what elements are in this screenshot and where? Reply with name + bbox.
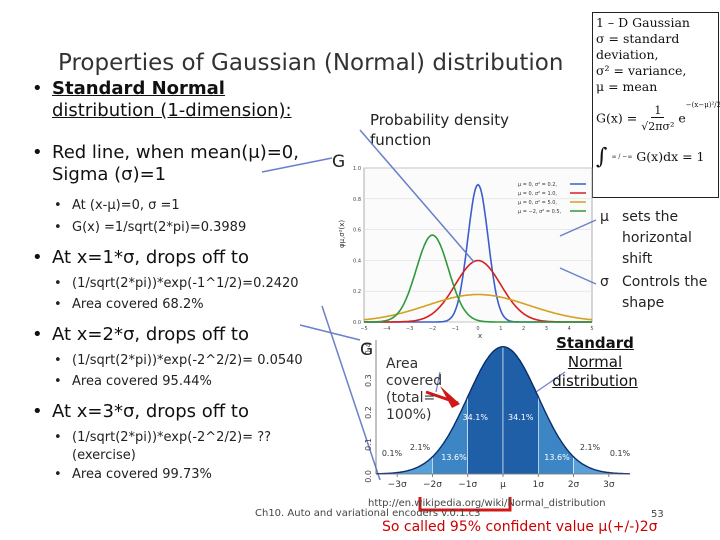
standard-normal-title: Standard Normal distribution bbox=[552, 334, 638, 390]
chart-x-tick-label: 1 bbox=[499, 326, 502, 332]
bullet-3-sigma: • At x=3*σ, drops off to bbox=[32, 401, 249, 422]
area-covered-label: Area covered (total= 100%) bbox=[386, 356, 443, 423]
formula-heading: 1 – D Gaussian bbox=[596, 15, 690, 30]
standard-normal-chart: 0.4 0.3 0.2 0.1 0.0 −3σ −2σ −1σ μ 1σ 2σ 3σ 34.1% 3… bbox=[364, 340, 631, 490]
bullet-red-line-text2: Sigma (σ)=1 bbox=[52, 164, 167, 185]
pct-0-1-left: 0.1% bbox=[382, 449, 403, 458]
bullet-red-line-text1: Red line, when mean(μ)=0, bbox=[52, 142, 299, 163]
sigma-symbol: σ bbox=[600, 274, 609, 290]
pct-2-right: 2.1% bbox=[580, 443, 601, 452]
std-x-tick-label: −2σ bbox=[423, 480, 442, 490]
course-footer: Ch10. Auto and variational encoders v.0.… bbox=[255, 508, 481, 519]
bullet-2-sigma: • At x=2*σ, drops off to bbox=[32, 324, 249, 345]
chart-y-axis-label: φμ,σ²(x) bbox=[338, 220, 346, 248]
std-band bbox=[467, 346, 504, 475]
chart-y-tick-label: 0.6 bbox=[353, 228, 361, 234]
chart-y-tick-label: 0.8 bbox=[353, 197, 361, 203]
chart-y-ticks: 1.00.80.60.40.20.0 bbox=[353, 166, 361, 326]
chart-legend-label: μ = 0, σ² = 5.0, bbox=[518, 200, 557, 206]
chart-x-tick-label: 2 bbox=[522, 326, 525, 332]
std-y-tick-label: 0.3 bbox=[364, 374, 373, 387]
g-label-bottom: G bbox=[360, 340, 374, 360]
std-x-tick-label: −1σ bbox=[458, 480, 477, 490]
chart-x-tick-label: −1 bbox=[452, 326, 459, 332]
bullet-dot: • bbox=[32, 78, 43, 99]
chart-legend: μ = 0, σ² = 0.2, μ = 0, σ² = 1.0, μ = 0, σ… bbox=[518, 182, 586, 215]
chart-x-tick-label: 5 bbox=[590, 326, 593, 332]
chart-series-line bbox=[364, 234, 592, 323]
sub-bullet-mean-zero: • At (x-μ)=0, σ =1 bbox=[54, 198, 180, 213]
sub-bullet-2-sigma-value: • (1/sqrt(2*pi))*exp(-2^2/2)= 0.0540 bbox=[54, 353, 303, 368]
pct-13-left: 13.6% bbox=[441, 453, 467, 462]
std-curve-line bbox=[376, 345, 630, 475]
sub-bullet-3-sigma-value: • (1/sqrt(2*pi))*exp(-2^2/2)= ?? (exercis… bbox=[54, 430, 271, 463]
chart-x-tick-label: 0 bbox=[476, 326, 479, 332]
pct-34-left: 34.1% bbox=[463, 413, 489, 422]
chart-y-tick-label: 0.2 bbox=[353, 289, 361, 295]
std-band bbox=[502, 346, 539, 475]
chart-series-line bbox=[363, 293, 593, 321]
sub-bullet-1-sigma-area: • Area covered 68.2% bbox=[54, 297, 204, 312]
confidence-note: So called 95% confident value μ(+/-)2σ bbox=[382, 519, 658, 535]
std-y-tick-label: 0.1 bbox=[364, 438, 373, 451]
std-x-tick-label: 3σ bbox=[603, 480, 615, 490]
slide-title: Properties of Gaussian (Normal) distribu… bbox=[58, 50, 564, 76]
chart-legend-label: μ = 0, σ² = 1.0, bbox=[518, 191, 557, 197]
bullet-1-sigma: • At x=1*σ, drops off to bbox=[32, 247, 249, 268]
chart-x-ticks: −5 −4 −3 −2 −1 0 1 2 3 4 5 bbox=[360, 326, 593, 332]
chart-legend-label: μ = −2, σ² = 0.5, bbox=[518, 209, 562, 215]
sigma-note: σ Controls the shape bbox=[600, 274, 708, 311]
chart-x-tick-label: 4 bbox=[568, 326, 571, 332]
std-y-tick-label: 0.0 bbox=[364, 470, 373, 483]
chart-x-tick-label: −2 bbox=[429, 326, 436, 332]
sub-bullet-2-sigma-area: • Area covered 95.44% bbox=[54, 374, 212, 389]
chart-x-axis-label: x bbox=[478, 332, 482, 340]
std-x-tick-label: −3σ bbox=[388, 480, 407, 490]
gaussian-curves-chart: 1.00.80.60.40.20.0 −5 −4 −3 −2 −1 0 1 2 3 4 5 φμ,σ… bbox=[338, 166, 594, 340]
gaussian-formula-box: 1 – D Gaussian σ = standard deviation, σ… bbox=[592, 12, 720, 198]
bullet-dot: • bbox=[32, 142, 43, 163]
std-y-ticks: 0.4 0.3 0.2 0.1 0.0 bbox=[364, 342, 373, 482]
std-x-ticks: −3σ −2σ −1σ μ 1σ 2σ 3σ bbox=[388, 474, 615, 490]
chart-x-tick-label: −4 bbox=[383, 326, 390, 332]
chart-y-tick-label: 1.0 bbox=[353, 166, 361, 172]
g-label-top: G bbox=[332, 152, 346, 172]
std-x-tick-label: 1σ bbox=[533, 480, 545, 490]
pct-0-1-right: 0.1% bbox=[610, 449, 631, 458]
std-y-tick-label: 0.2 bbox=[364, 406, 373, 419]
mu-note: μ sets the horizontal shift bbox=[600, 209, 692, 267]
sub-bullet-3-sigma-area: • Area covered 99.73% bbox=[54, 467, 212, 482]
gaussian-formula: G(x) = 1√2πσ² e−(x−μ)²/2σ² bbox=[596, 101, 720, 133]
chart-plot-area bbox=[363, 167, 593, 323]
chart-y-tick-label: 0.4 bbox=[353, 258, 361, 264]
std-y-tick-label: 0.4 bbox=[364, 342, 373, 355]
pct-13-right: 13.6% bbox=[544, 453, 570, 462]
page-number: 53 bbox=[651, 509, 664, 520]
sub-bullet-1-sigma-value: • (1/sqrt(2*pi))*exp(-1^1/2)=0.2420 bbox=[54, 276, 299, 291]
std-x-tick-label: 2σ bbox=[568, 480, 580, 490]
bullet-standard-normal-line2: distribution (1-dimension): bbox=[52, 100, 292, 121]
bullet-standard-normal: • Standard Normal distribution (1-dimens… bbox=[32, 78, 352, 122]
bullet-standard-normal-heading: Standard Normal bbox=[52, 78, 225, 99]
source-url[interactable]: http://en.wikipedia.org/wiki/Normal_dist… bbox=[368, 498, 606, 509]
chart-curves bbox=[363, 183, 593, 323]
chart-x-tick-label: 3 bbox=[545, 326, 548, 332]
pct-2-left: 2.1% bbox=[410, 443, 431, 452]
pct-34-right: 34.1% bbox=[508, 413, 534, 422]
chart-legend-label: μ = 0, σ² = 0.2, bbox=[518, 182, 557, 188]
std-x-tick-label: μ bbox=[500, 480, 506, 490]
mu-symbol: μ bbox=[600, 209, 609, 225]
integral-formula: ∫ ∞ / −∞ G(x)dx = 1 bbox=[596, 144, 705, 170]
bullet-red-line: • Red line, when mean(μ)=0, Sigma (σ)=1 bbox=[32, 142, 362, 186]
sub-bullet-gx-value: • G(x) =1/sqrt(2*pi)=0.3989 bbox=[54, 220, 247, 235]
chart-x-tick-label: −5 bbox=[360, 326, 367, 332]
chart-x-tick-label: −3 bbox=[406, 326, 413, 332]
pdf-label: Probability density function bbox=[370, 111, 510, 149]
